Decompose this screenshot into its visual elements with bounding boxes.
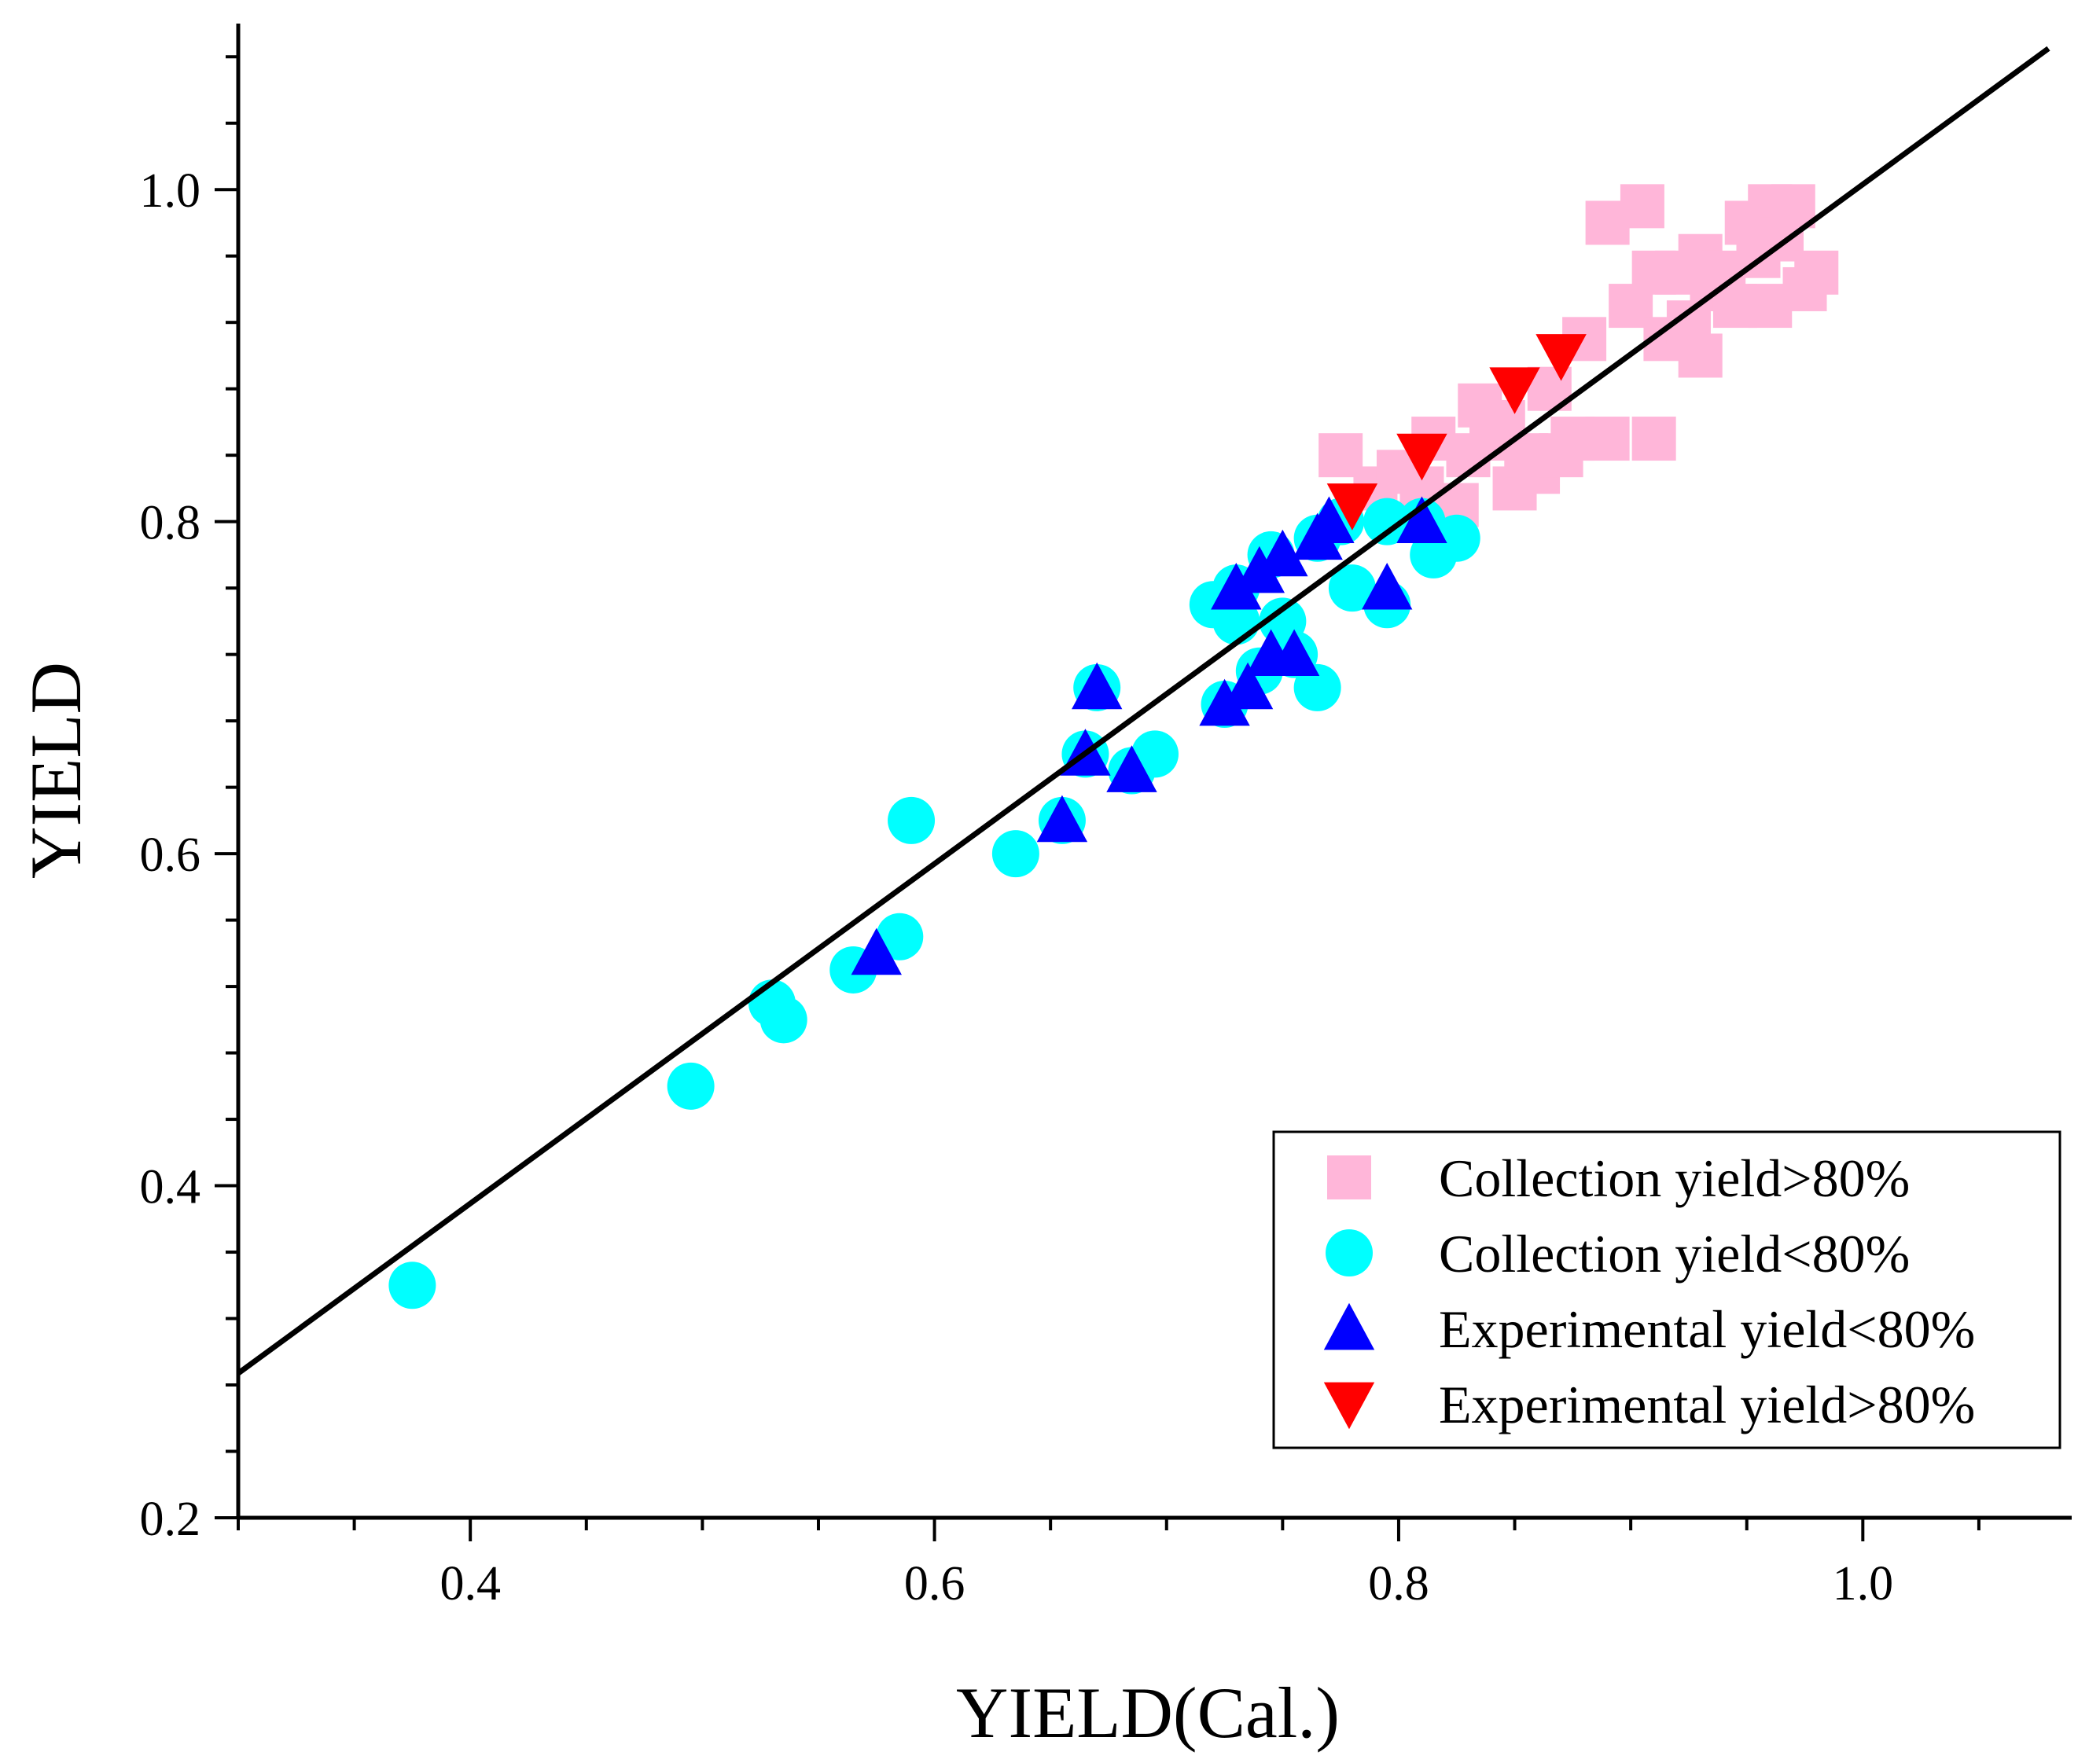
red-triangle-marker: [1396, 433, 1447, 481]
pink-square-marker: [1585, 417, 1630, 461]
cyan-circle-marker: [876, 913, 924, 960]
blue-triangle-marker: [1234, 545, 1285, 593]
blue-triangle-marker: [1211, 562, 1262, 610]
x-tick-label: 0.6: [904, 1557, 965, 1611]
legend-label: Collection yield<80%: [1439, 1224, 1910, 1284]
y-axis-title: YIELD: [16, 662, 96, 879]
blue-triangle-marker: [1361, 562, 1413, 610]
axis-ticks: 0.4 0.6 0.8 1.0 0.2 0.4 0.6 0.8 1.0: [140, 55, 1980, 1611]
blue-triangle-marker: [1106, 745, 1157, 792]
legend-label: Experimental yield>80%: [1439, 1375, 1975, 1434]
blue-triangle-marker: [1268, 629, 1320, 677]
blue-triangle-marker: [1072, 662, 1123, 710]
x-axis-title: YIELD(Cal.): [956, 1673, 1340, 1753]
legend-label: Collection yield>80%: [1439, 1148, 1910, 1208]
red-triangle-marker: [1535, 334, 1587, 381]
pink-square-marker: [1620, 184, 1664, 229]
legend-blue-triangle-marker: [1323, 1302, 1375, 1350]
series-group: [1326, 334, 1587, 531]
x-tick-label: 0.4: [439, 1557, 501, 1611]
cyan-circle-marker: [1131, 730, 1179, 778]
pink-square-marker: [1794, 250, 1839, 295]
cyan-circle-marker: [888, 796, 936, 844]
blue-triangle-marker: [1257, 529, 1308, 577]
legend-box: [1272, 1130, 2061, 1449]
blue-triangle-marker: [1396, 496, 1447, 544]
pink-square-marker: [1678, 333, 1723, 378]
y-tick-label: 0.2: [140, 1493, 201, 1546]
cyan-circle-marker: [667, 1062, 715, 1110]
cyan-circle-marker: [1363, 498, 1411, 545]
y-tick-label: 0.8: [140, 497, 201, 550]
y-tick-label: 0.6: [140, 828, 201, 882]
y-tick-label: 0.4: [140, 1161, 201, 1214]
cyan-circle-marker: [991, 830, 1039, 878]
legend-label: Experimental yield<80%: [1439, 1299, 1975, 1359]
fit-line: [236, 46, 2050, 1376]
red-triangle-marker: [1489, 367, 1540, 414]
y-tick-label: 1.0: [140, 164, 201, 218]
cyan-circle-marker: [388, 1262, 436, 1309]
legend-pink-square-marker: [1327, 1155, 1371, 1199]
blue-triangle-marker: [1199, 678, 1250, 726]
x-tick-label: 1.0: [1833, 1557, 1894, 1611]
blue-triangle-marker: [1222, 662, 1274, 710]
blue-triangle-marker: [1036, 795, 1088, 843]
cyan-circle-marker: [759, 996, 807, 1044]
pink-square-marker: [1631, 417, 1676, 461]
plot-area: [236, 46, 2050, 1376]
blue-triangle-marker: [851, 927, 902, 975]
series-group: [1318, 184, 1839, 527]
pink-square-marker: [1771, 184, 1815, 229]
legend: Collection yield>80% Collection yield<80%…: [1272, 1130, 2061, 1449]
blue-triangle-marker: [1304, 496, 1355, 544]
red-triangle-marker: [1326, 483, 1378, 531]
legend-red-triangle-marker: [1323, 1382, 1375, 1430]
axes: [236, 24, 2072, 1520]
legend-cyan-circle-marker: [1326, 1229, 1373, 1276]
x-tick-label: 0.8: [1368, 1557, 1429, 1611]
